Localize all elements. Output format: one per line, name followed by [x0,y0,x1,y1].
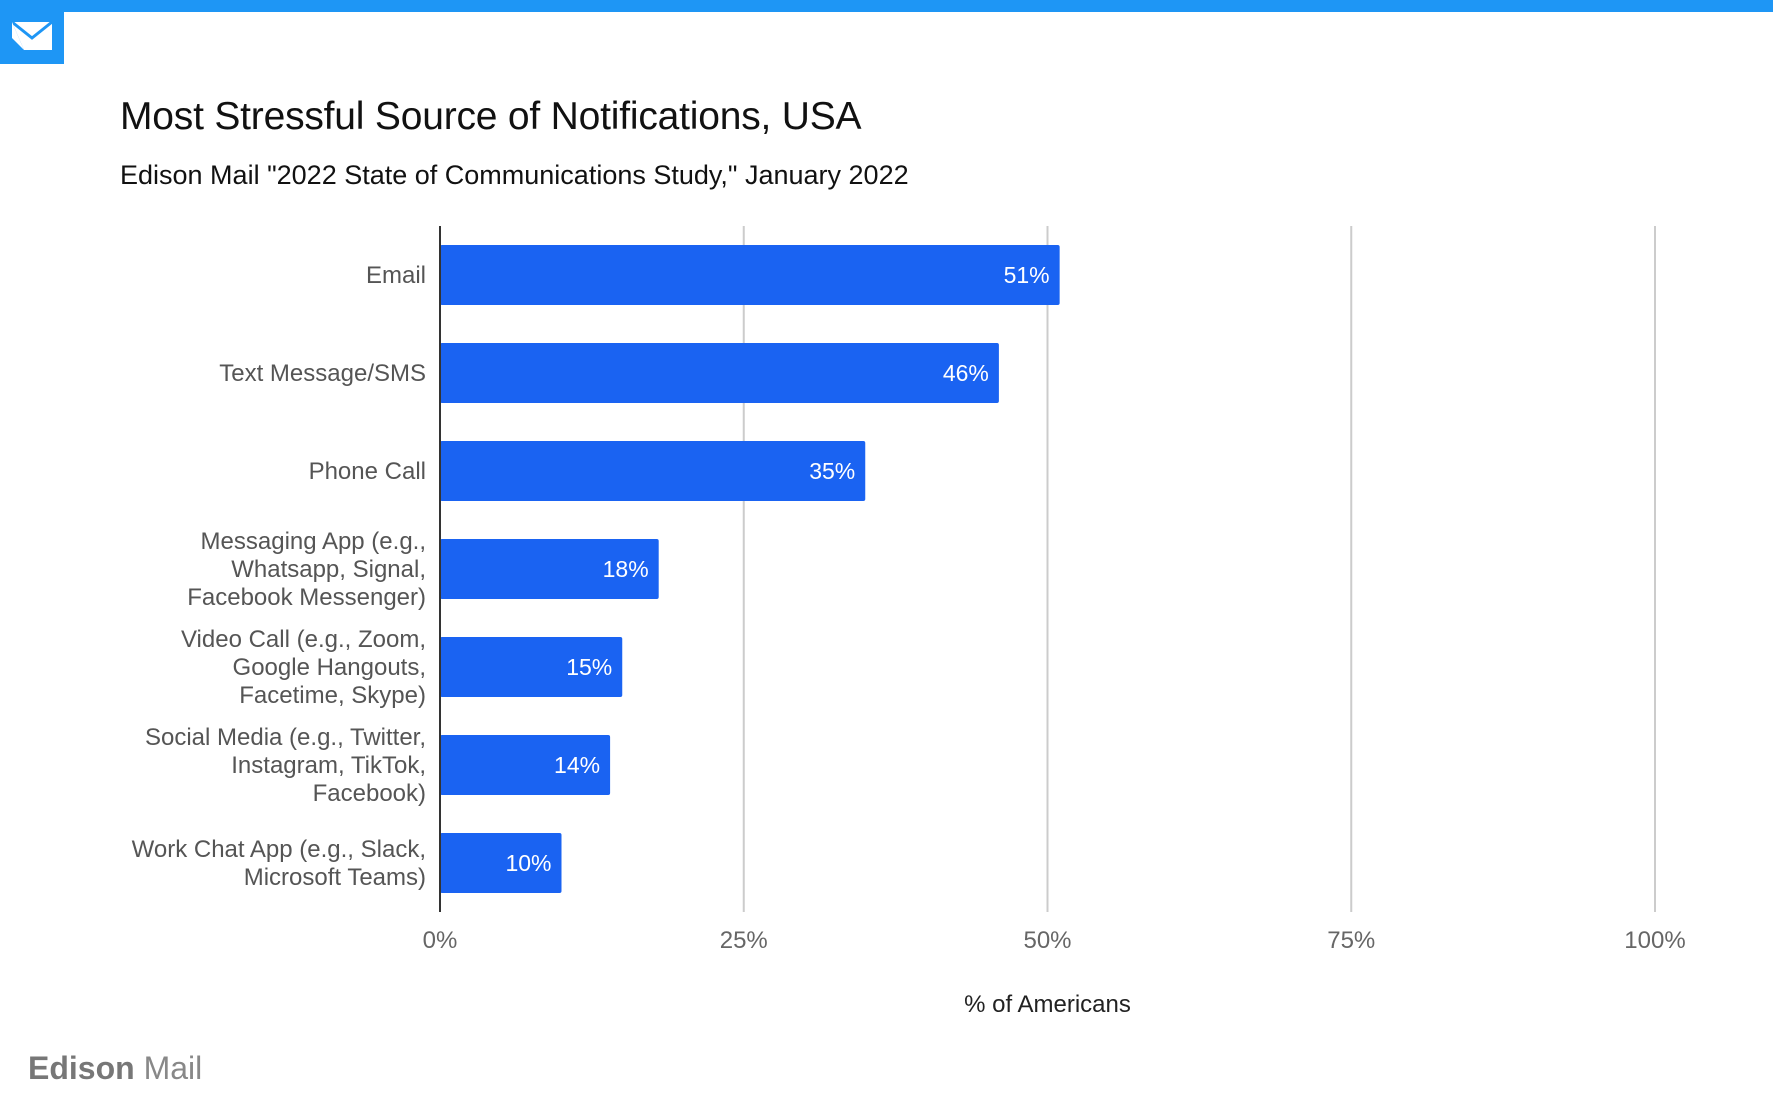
bar [440,833,562,893]
category-label: Phone Call [309,458,426,485]
category-label: Video Call (e.g., Zoom, Google Hangouts, F… [181,626,426,709]
x-tick-label: 25% [720,927,768,954]
bar [440,637,623,697]
category-label-line: Instagram, TikTok, [231,752,426,779]
bar [440,539,659,599]
category-label: Messaging App (e.g., Whatsapp, Signal, Fac… [187,528,426,611]
logo-badge [0,12,64,64]
data-label: 35% [809,458,855,484]
category-label-line: Video Call (e.g., Zoom, [181,626,426,653]
category-label-line: Whatsapp, Signal, [231,556,426,583]
category-label-line: Facebook Messenger) [187,584,426,611]
brand-logo: Edison Mail [28,1050,202,1087]
x-tick-label: 75% [1327,927,1375,954]
bar [440,735,611,795]
category-label: Email [366,262,426,289]
x-tick-label: 100% [1624,927,1685,954]
chart-title: Most Stressful Source of Notifications, … [120,95,862,138]
data-label: 51% [1004,262,1050,288]
bar [440,441,866,501]
category-label-line: Text Message/SMS [219,360,426,387]
category-label-line: Facebook) [313,780,426,807]
brand-name-regular: Mail [134,1050,203,1086]
bar [440,343,999,403]
top-accent-bar [0,0,1773,12]
data-label: 14% [554,752,600,778]
bar [440,245,1060,305]
data-label: 46% [943,360,989,386]
data-label: 18% [603,556,649,582]
category-label-line: Google Hangouts, [233,654,426,681]
category-label-line: Email [366,262,426,289]
x-tick-label: 50% [1023,927,1071,954]
category-label: Social Media (e.g., Twitter, Instagram, T… [145,724,426,807]
category-label-line: Work Chat App (e.g., Slack, [132,836,426,863]
x-axis-title: % of Americans [964,991,1131,1018]
category-label-line: Messaging App (e.g., [201,528,426,555]
data-label: 15% [566,654,612,680]
chart-subtitle: Edison Mail "2022 State of Communication… [120,160,909,190]
envelope-icon [11,20,53,50]
x-tick-label: 0% [423,927,458,954]
category-label: Work Chat App (e.g., Slack, Microsoft Tea… [132,836,426,891]
brand-name-bold: Edison [28,1050,135,1086]
category-label-line: Facetime, Skype) [239,682,426,709]
category-label-line: Phone Call [309,458,426,485]
category-label: Text Message/SMS [219,360,426,387]
category-label-line: Social Media (e.g., Twitter, [145,724,426,751]
category-label-line: Microsoft Teams) [244,864,426,891]
data-label: 10% [505,850,551,876]
